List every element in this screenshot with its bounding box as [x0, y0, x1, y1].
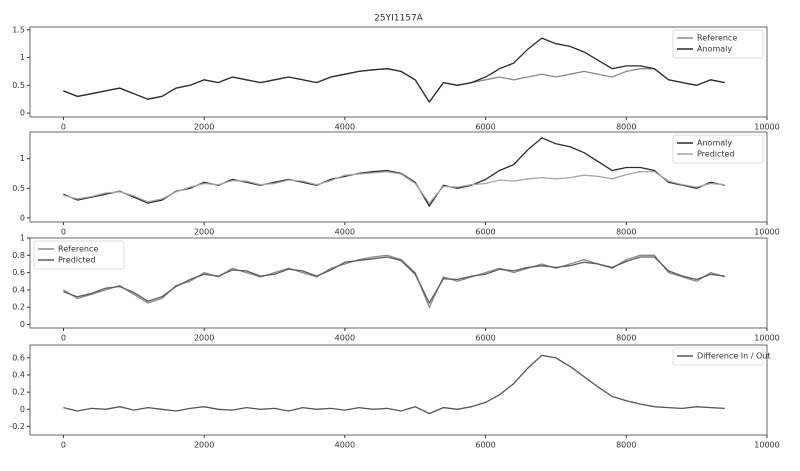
x-tick-label: 8000: [616, 334, 636, 343]
axes-frame: [29, 237, 768, 329]
axes-frame: [29, 344, 768, 436]
axes-frame: [29, 131, 768, 223]
x-tick-label: 0: [61, 441, 66, 450]
legend-label: Predicted: [697, 150, 735, 159]
x-tick-label: 10000: [754, 123, 779, 132]
y-tick-label: 0.8: [12, 251, 25, 260]
x-tick-label: 6000: [475, 228, 495, 237]
y-tick-label: 0.6: [12, 268, 25, 277]
x-tick-label: 2000: [194, 123, 214, 132]
x-tick-label: 2000: [194, 228, 214, 237]
legend-label: Reference: [58, 245, 98, 254]
y-tick-label: 1.5: [12, 25, 25, 34]
y-tick-label: 0.6: [12, 353, 25, 362]
y-tick-label: 0: [20, 405, 25, 414]
legend-box: [672, 29, 764, 59]
x-tick-label: 0: [61, 228, 66, 237]
y-tick-label: 0.4: [12, 371, 25, 380]
y-tick-label: 0: [20, 109, 25, 118]
x-tick-label: 2000: [194, 441, 214, 450]
axes-frame: [29, 26, 768, 118]
x-tick-label: 8000: [616, 123, 636, 132]
legend-label: Anomaly: [697, 45, 732, 54]
y-tick-label: 0: [20, 213, 25, 222]
x-tick-label: 4000: [335, 334, 355, 343]
legend-label: Reference: [697, 34, 737, 43]
series-line: [63, 354, 725, 415]
x-tick-label: 10000: [754, 441, 779, 450]
y-tick-label: 1: [20, 234, 25, 243]
legend-label: Difference In / Out: [697, 352, 771, 361]
x-tick-label: 4000: [335, 228, 355, 237]
x-tick-label: 0: [61, 334, 66, 343]
series-line: [63, 256, 725, 305]
y-tick-label: 0.2: [12, 303, 25, 312]
x-tick-label: 10000: [754, 334, 779, 343]
legend-label: Predicted: [58, 256, 96, 265]
x-tick-label: 8000: [616, 228, 636, 237]
y-tick-label: 1: [20, 154, 25, 163]
legend-box: [672, 134, 764, 164]
y-tick-label: 1: [20, 53, 25, 62]
x-tick-label: 0: [61, 123, 66, 132]
x-tick-label: 10000: [754, 228, 779, 237]
legend-label: Anomaly: [697, 139, 732, 148]
legend-box: [33, 240, 125, 270]
y-tick-label: 0.2: [12, 388, 25, 397]
x-tick-label: 4000: [335, 123, 355, 132]
legend-box: [672, 347, 764, 366]
x-tick-label: 8000: [616, 441, 636, 450]
x-tick-label: 4000: [335, 441, 355, 450]
series-line: [63, 171, 725, 205]
series-line: [63, 37, 725, 104]
y-tick-label: -0.2: [9, 422, 25, 431]
y-tick-label: 0: [20, 320, 25, 329]
y-tick-label: 0.5: [12, 81, 25, 90]
chart-title: 25YI1157A: [374, 14, 424, 24]
y-tick-label: 0.5: [12, 184, 25, 193]
x-tick-label: 2000: [194, 334, 214, 343]
x-tick-label: 6000: [475, 123, 495, 132]
y-tick-label: 0.4: [12, 285, 25, 294]
x-tick-label: 6000: [475, 441, 495, 450]
x-tick-label: 6000: [475, 334, 495, 343]
